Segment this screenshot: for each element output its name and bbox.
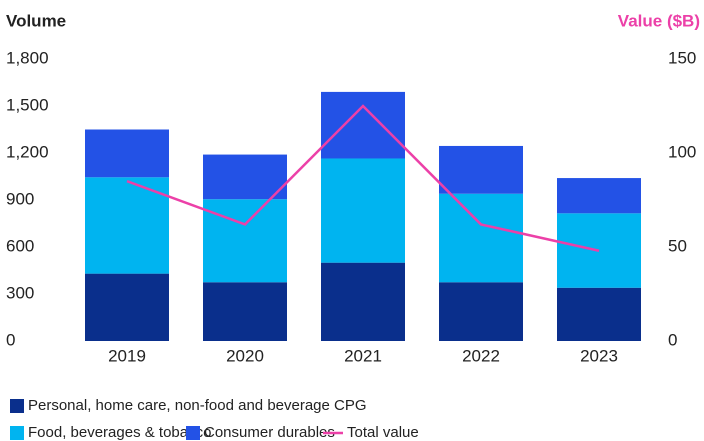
y-tick-label: 900 bbox=[6, 189, 34, 208]
bar bbox=[321, 91, 405, 159]
y2-tick-label: 50 bbox=[668, 236, 687, 255]
bar bbox=[203, 199, 287, 283]
y2-tick-label: 100 bbox=[668, 142, 696, 161]
line bbox=[126, 104, 600, 252]
y-tick-label: 300 bbox=[6, 283, 34, 302]
y-tick-label: 1,200 bbox=[6, 142, 49, 161]
x-tick-label: 2023 bbox=[580, 346, 618, 365]
bar bbox=[85, 273, 169, 341]
x-tick-label: 2020 bbox=[226, 346, 264, 365]
bar bbox=[203, 154, 287, 200]
bar bbox=[321, 158, 405, 263]
x-tick-label: 2021 bbox=[344, 346, 382, 365]
bar bbox=[439, 145, 523, 194]
legend-label: Total value bbox=[347, 424, 419, 441]
y-tick-label: 1,500 bbox=[6, 95, 49, 114]
bar bbox=[439, 282, 523, 341]
y2-tick-label: 150 bbox=[668, 48, 696, 67]
bar bbox=[557, 178, 641, 214]
y2-axis-title: Value ($B) bbox=[618, 11, 700, 30]
bar bbox=[85, 177, 169, 274]
legend-swatch bbox=[10, 399, 24, 413]
x-tick-label: 2019 bbox=[108, 346, 146, 365]
bar bbox=[85, 129, 169, 178]
legend-swatch bbox=[186, 426, 200, 440]
legend-label: Personal, home care, non-food and bevera… bbox=[28, 397, 367, 414]
y-tick-label: 600 bbox=[6, 236, 34, 255]
bar bbox=[557, 287, 641, 341]
y-tick-label: 1,800 bbox=[6, 48, 49, 67]
legend-swatch bbox=[10, 426, 24, 440]
bar bbox=[203, 282, 287, 341]
y-tick-label: 0 bbox=[6, 330, 15, 349]
bar bbox=[321, 262, 405, 341]
legend-label: Food, beverages & tobacco bbox=[28, 424, 211, 441]
legend-label: Consumer durables bbox=[204, 424, 335, 441]
y2-tick-label: 0 bbox=[668, 330, 677, 349]
bar bbox=[439, 193, 523, 283]
y-axis-title: Volume bbox=[6, 11, 66, 30]
x-tick-label: 2022 bbox=[462, 346, 500, 365]
